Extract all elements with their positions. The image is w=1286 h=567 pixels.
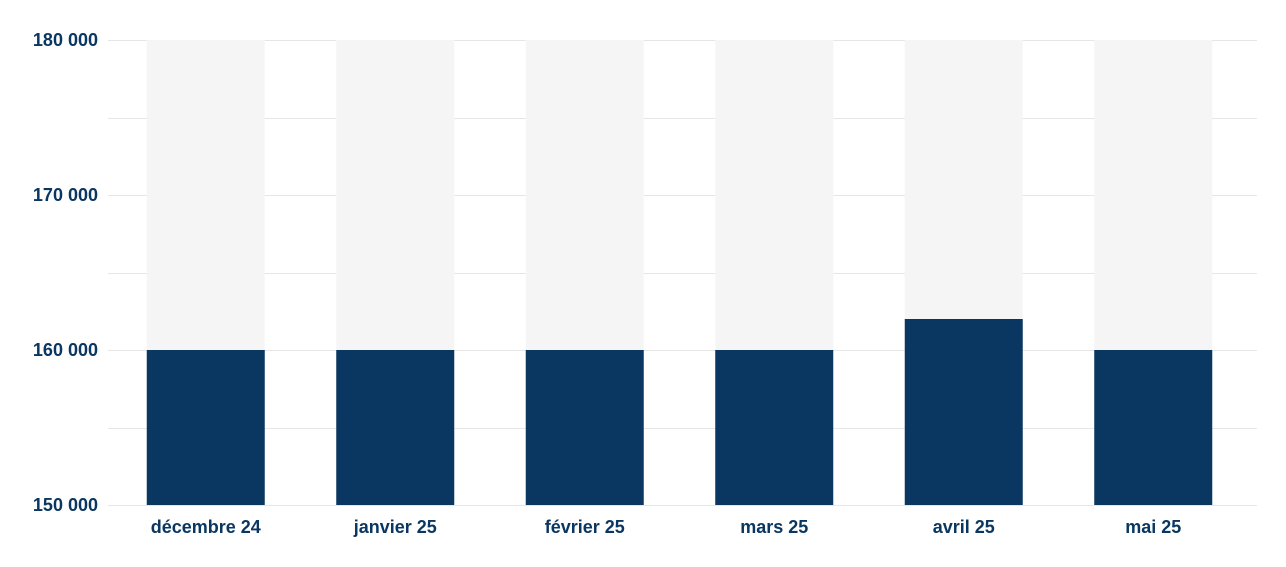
bar: [336, 350, 455, 505]
x-tick-label: décembre 24: [151, 517, 261, 537]
y-tick-label: 150 000: [33, 495, 98, 515]
bar: [146, 350, 265, 505]
x-axis-tick-labels: décembre 24 janvier 25 février 25 mars 25 av…: [151, 517, 1182, 537]
y-tick-label: 180 000: [33, 30, 98, 50]
y-tick-label: 160 000: [33, 340, 98, 360]
x-tick-label: février 25: [545, 517, 625, 537]
bar: [1094, 350, 1213, 505]
x-tick-label: avril 25: [933, 517, 995, 537]
bar: [525, 350, 644, 505]
x-tick-label: janvier 25: [353, 517, 437, 537]
y-axis-tick-labels: 180 000 170 000 160 000 150 000: [33, 30, 98, 515]
bar: [904, 319, 1023, 505]
x-tick-label: mai 25: [1125, 517, 1181, 537]
bar-backgrounds: [146, 40, 1213, 505]
gridlines: [108, 40, 1257, 506]
y-tick-label: 170 000: [33, 185, 98, 205]
x-tick-label: mars 25: [740, 517, 808, 537]
bar: [715, 350, 834, 505]
bars: [146, 319, 1213, 505]
